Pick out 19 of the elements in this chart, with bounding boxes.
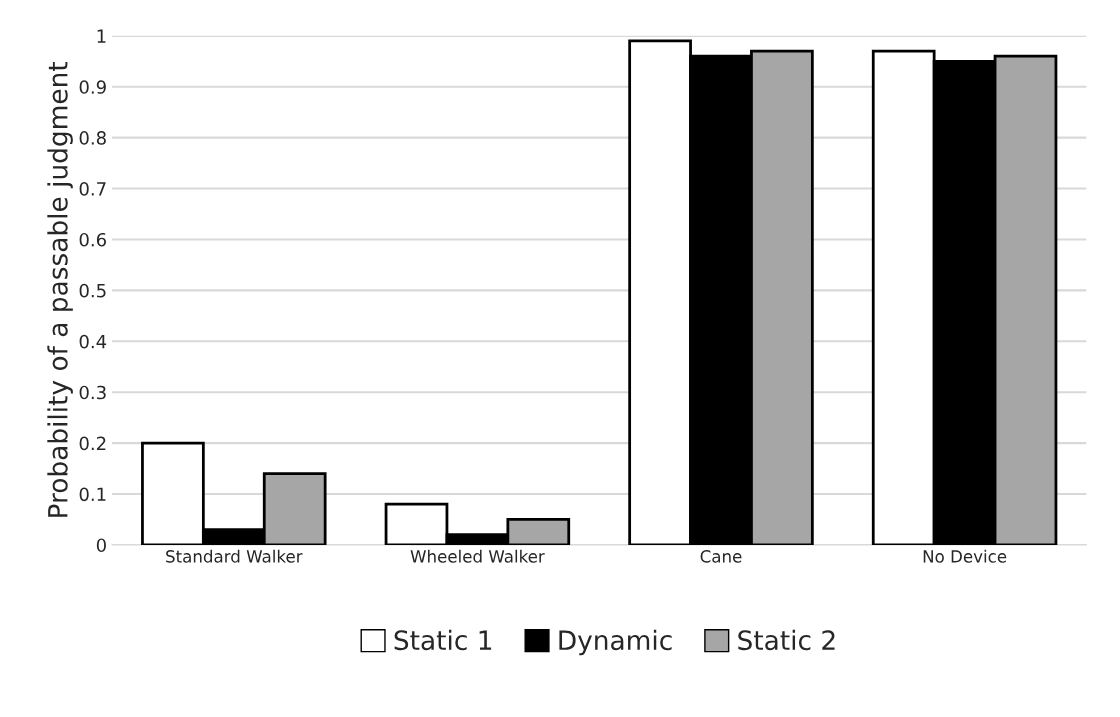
x-tick-label: Cane [700, 550, 742, 563]
y-tick-label: 0.9 [79, 80, 106, 94]
y-tick-label: 0.7 [79, 182, 106, 196]
y-axis-title: Probability of a passable judgment [47, 61, 73, 517]
y-tick-label: 0.2 [79, 436, 106, 451]
y-tick-label: 0.1 [79, 487, 106, 502]
legend-label: Dynamic [559, 629, 672, 656]
y-tick-label: 0.4 [79, 334, 107, 349]
y-tick-label: 0.6 [79, 232, 106, 247]
legend-label: Static 1 [394, 629, 492, 651]
x-tick-label: Wheeled Walker [410, 549, 545, 563]
y-tick-label: 0.3 [79, 385, 106, 400]
legend-label: Static 2 [738, 629, 835, 651]
x-tick-label: Standard Walker [166, 549, 303, 563]
y-tick-label: 0 [96, 538, 106, 553]
x-tick-label: No Device [923, 549, 1007, 563]
y-tick-label: 1 [97, 29, 106, 43]
y-tick-label: 0.8 [79, 131, 106, 145]
y-tick-label: 0.5 [79, 283, 106, 298]
